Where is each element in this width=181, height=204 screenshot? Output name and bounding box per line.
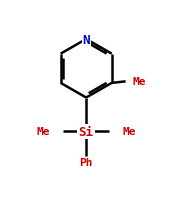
Text: Me: Me <box>123 127 136 137</box>
Text: Si: Si <box>79 125 94 138</box>
Text: Me: Me <box>36 127 50 137</box>
Text: Ph: Ph <box>79 157 93 167</box>
Text: N: N <box>82 33 90 46</box>
Text: Me: Me <box>133 77 146 87</box>
